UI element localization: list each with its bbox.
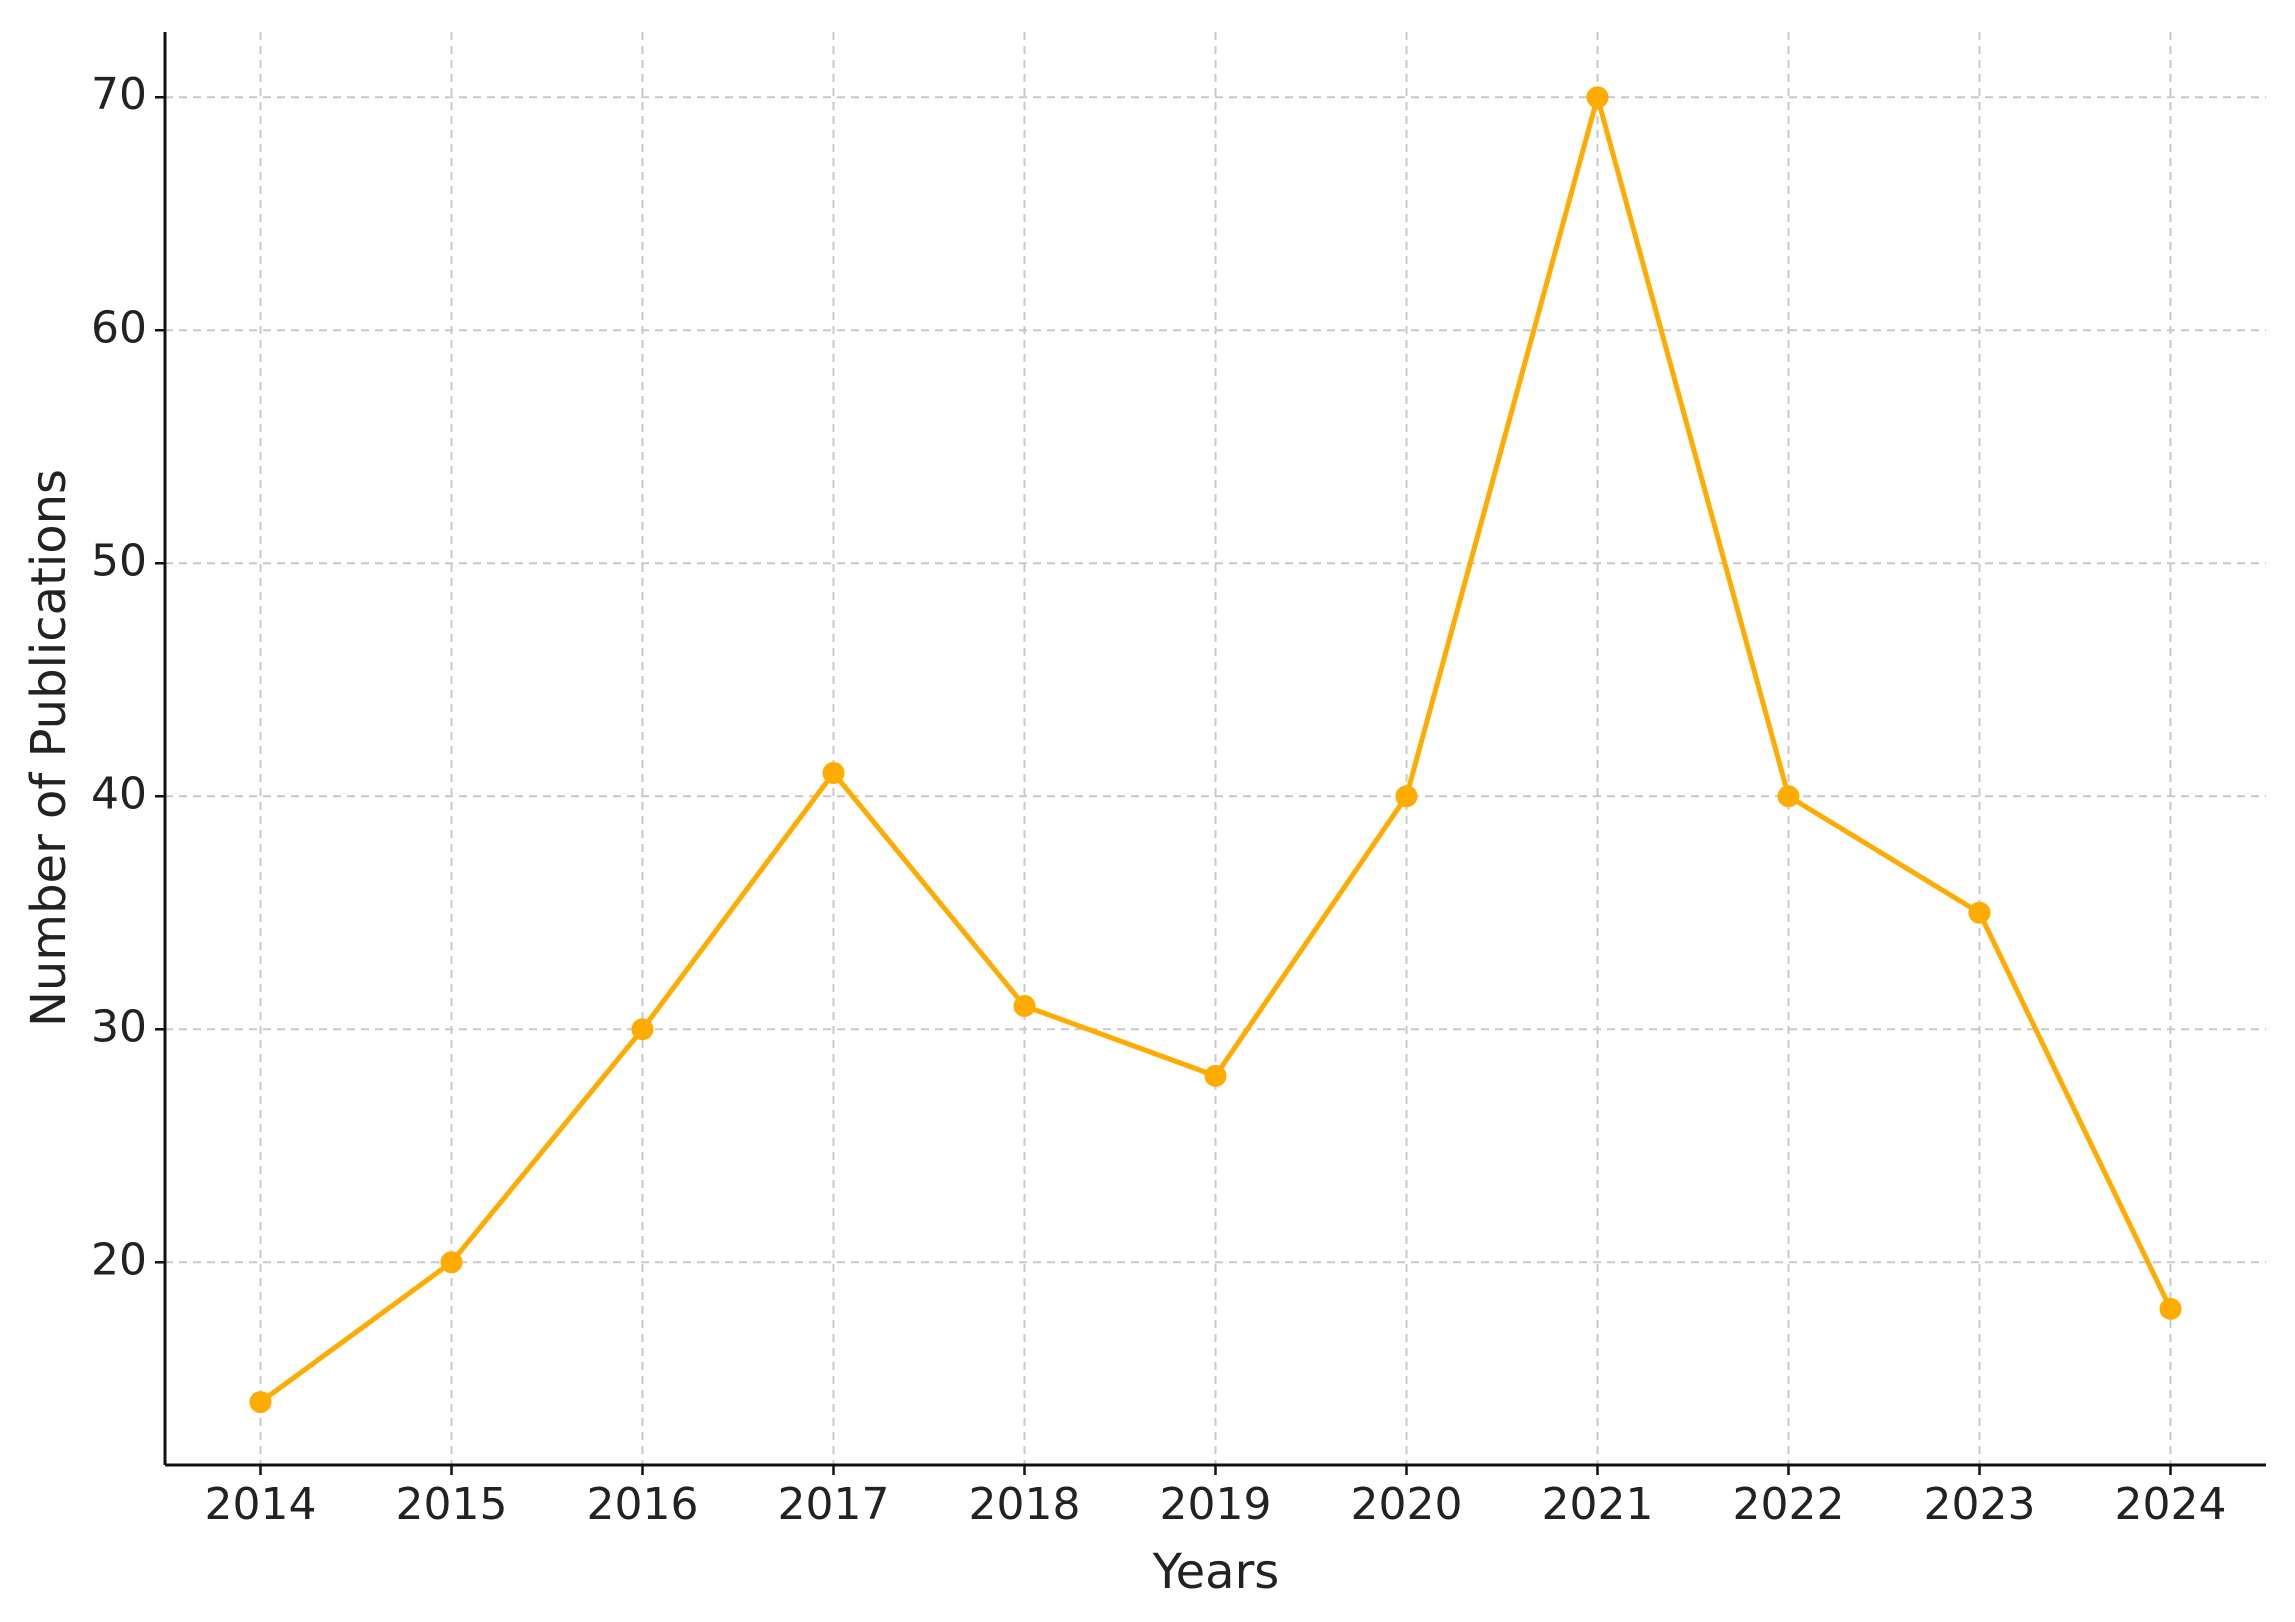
point — [1204, 1064, 1227, 1087]
y-tick-label: 70 — [91, 69, 147, 120]
x-tick-label: 2021 — [1542, 1479, 1654, 1530]
y-tick-label: 30 — [91, 1001, 147, 1052]
point — [1777, 785, 1800, 808]
x-tick-label: 2018 — [969, 1479, 1081, 1530]
x-tick-label: 2022 — [1733, 1479, 1845, 1530]
point — [822, 761, 845, 784]
x-tick-label: 2019 — [1160, 1479, 1272, 1530]
y-tick-label: 20 — [91, 1234, 147, 1285]
point — [440, 1251, 463, 1274]
point — [1395, 785, 1418, 808]
y-axis-label: Number of Publications — [21, 469, 77, 1027]
y-tick-label: 50 — [91, 535, 147, 586]
x-axis-label: Years — [1152, 1544, 1280, 1600]
x-tick-label: 2016 — [587, 1479, 699, 1530]
x-tick-label: 2020 — [1351, 1479, 1463, 1530]
x-tick-label: 2023 — [1924, 1479, 2036, 1530]
y-tick-label: 60 — [91, 302, 147, 353]
point — [2159, 1297, 2182, 1320]
x-tick-label: 2024 — [2115, 1479, 2227, 1530]
point — [1013, 994, 1036, 1017]
y-tick-label: 40 — [91, 768, 147, 819]
x-tick-label: 2017 — [778, 1479, 890, 1530]
x-tick-label: 2015 — [396, 1479, 508, 1530]
point — [631, 1018, 654, 1041]
point — [1968, 901, 1991, 924]
x-tick-label: 2014 — [205, 1479, 317, 1530]
point — [249, 1391, 272, 1414]
point — [1586, 86, 1609, 109]
